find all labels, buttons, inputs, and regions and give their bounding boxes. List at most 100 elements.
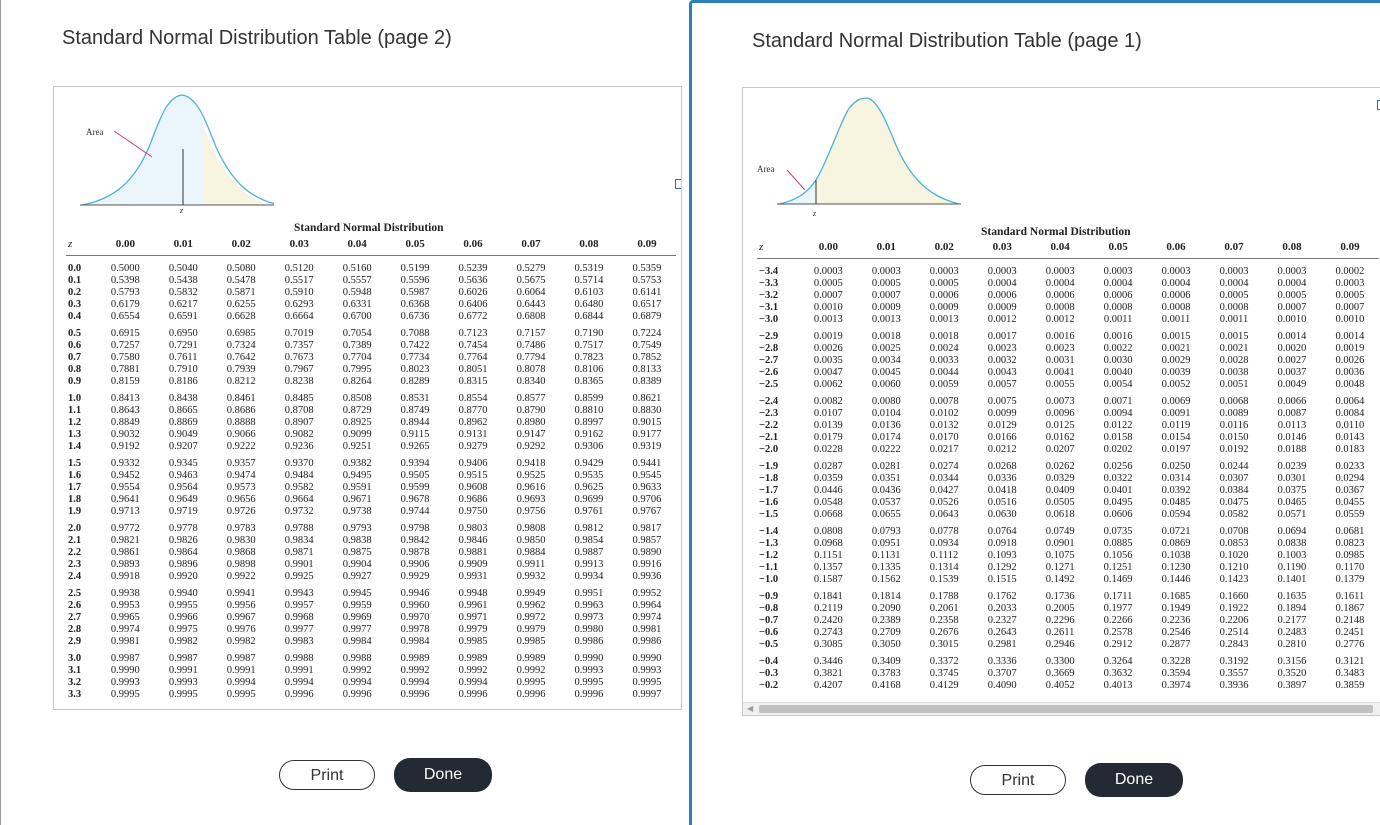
probability-cell: 0.1075 [1045, 550, 1075, 561]
probability-cell: 0.3821 [813, 668, 843, 679]
probability-cell: 0.0287 [813, 461, 843, 472]
probability-cell: 0.3336 [987, 656, 1017, 667]
probability-cell: 0.0019 [813, 331, 843, 342]
table-row: −3.4 0.0003 0.0003 0.0003 0.0003 0.0003 0.0003… [757, 259, 1379, 279]
probability-cell: 0.2981 [987, 639, 1017, 650]
normal-curve-figure: Area z [80, 94, 274, 215]
probability-cell: 0.9982 [226, 636, 256, 647]
column-header: 0.05 [386, 233, 445, 256]
probability-cell: 0.5080 [226, 263, 256, 274]
probability-cell: 0.0023 [1045, 343, 1075, 354]
probability-cell: 0.9664 [284, 494, 314, 505]
bell-curve [778, 97, 960, 205]
probability-cell: 0.9625 [574, 482, 604, 493]
probability-cell: 0.0091 [1161, 408, 1191, 419]
probability-cell: 0.0024 [929, 343, 959, 354]
probability-cell: 0.6443 [516, 299, 546, 310]
probability-cell: 0.8643 [110, 405, 140, 416]
probability-cell: 0.0119 [1161, 420, 1191, 431]
print-button[interactable]: Print [279, 760, 375, 790]
probability-cell: 0.3707 [987, 668, 1017, 679]
probability-cell: 0.3936 [1219, 680, 1249, 691]
probability-cell: 0.9893 [110, 559, 140, 570]
probability-cell: 0.0007 [871, 290, 901, 301]
probability-cell: 0.2546 [1161, 627, 1191, 638]
probability-cell: 0.0853 [1219, 538, 1249, 549]
probability-cell: 0.9996 [516, 689, 546, 700]
probability-cell: 0.0007 [1277, 302, 1307, 313]
probability-cell: 0.0013 [813, 314, 843, 325]
done-button[interactable]: Done [1085, 763, 1183, 797]
table-row: −3.1 0.0010 0.0009 0.0009 0.0009 0.0008 0.0008… [757, 302, 1379, 314]
probability-cell: 0.0384 [1219, 485, 1249, 496]
z-value-cell: 3.2 [68, 677, 82, 688]
probability-cell: 0.1292 [987, 562, 1017, 573]
probability-cell: 0.0694 [1277, 526, 1307, 537]
probability-cell: 0.5319 [574, 263, 604, 274]
probability-cell: 0.1020 [1219, 550, 1249, 561]
probability-cell: 0.4013 [1103, 680, 1133, 691]
probability-cell: 0.1814 [871, 591, 901, 602]
table-row: 1.0 0.8413 0.8438 0.8461 0.8485 0.8508 0.8531 0… [66, 388, 676, 405]
print-button[interactable]: Print [970, 765, 1066, 795]
probability-cell: 0.6141 [632, 287, 662, 298]
probability-cell: 0.3783 [871, 668, 901, 679]
probability-cell: 0.9463 [168, 470, 198, 481]
probability-cell: 0.0505 [1045, 497, 1075, 508]
probability-cell: 0.0166 [987, 432, 1017, 443]
probability-cell: 0.0274 [929, 461, 959, 472]
probability-cell: 0.0025 [871, 343, 901, 354]
probability-cell: 0.9984 [342, 636, 372, 647]
probability-cell: 0.9830 [226, 535, 256, 546]
probability-cell: 0.0188 [1277, 444, 1307, 455]
probability-cell: 0.9582 [284, 482, 314, 493]
probability-cell: 0.0089 [1219, 408, 1249, 419]
probability-cell: 0.0004 [1161, 278, 1191, 289]
z-value-cell: −1.6 [759, 497, 779, 508]
probability-cell: 0.8907 [284, 417, 314, 428]
table-row: −1.8 0.0359 0.0351 0.0344 0.0336 0.0329 0.0322… [757, 473, 1379, 485]
z-value-cell: −3.1 [759, 302, 779, 313]
probability-cell: 0.0002 [1335, 266, 1365, 277]
probability-cell: 0.0068 [1219, 396, 1249, 407]
probability-cell: 0.0329 [1045, 473, 1075, 484]
scrollbar-thumb[interactable] [759, 705, 1373, 713]
probability-cell: 0.0016 [1103, 331, 1133, 342]
table-image-frame[interactable]: Area z Standard Normal Distribution z 0.0… [53, 86, 682, 710]
probability-cell: 0.0808 [813, 526, 843, 537]
probability-cell: 0.6026 [458, 287, 488, 298]
probability-cell: 0.6293 [284, 299, 314, 310]
probability-cell: 0.0268 [987, 461, 1017, 472]
resize-handle[interactable] [675, 179, 681, 189]
probability-cell: 0.2090 [871, 603, 901, 614]
probability-cell: 0.9545 [632, 470, 662, 481]
probability-cell: 0.9525 [516, 470, 546, 481]
probability-cell: 0.6064 [516, 287, 546, 298]
probability-cell: 0.9925 [284, 571, 314, 582]
probability-cell: 0.9881 [458, 547, 488, 558]
probability-cell: 0.0049 [1277, 379, 1307, 390]
probability-cell: 0.9965 [110, 612, 140, 623]
done-button[interactable]: Done [394, 758, 492, 792]
probability-cell: 0.0006 [987, 290, 1017, 301]
probability-cell: 0.9382 [342, 458, 372, 469]
resize-handle[interactable] [1377, 100, 1380, 110]
scroll-left-icon[interactable]: ◀ [747, 704, 754, 713]
z-value-cell: −2.3 [759, 408, 779, 419]
probability-cell: 0.0150 [1219, 432, 1249, 443]
probability-cell: 0.8078 [516, 364, 546, 375]
probability-cell: 0.7486 [516, 340, 546, 351]
probability-cell: 0.9616 [516, 482, 546, 493]
column-header: 0.08 [559, 233, 618, 256]
probability-cell: 0.3085 [813, 639, 843, 650]
probability-cell: 0.7224 [632, 328, 662, 339]
probability-cell: 0.0043 [987, 367, 1017, 378]
probability-cell: 0.9973 [574, 612, 604, 623]
probability-cell: 0.7704 [342, 352, 372, 363]
table-row: 1.6 0.9452 0.9463 0.9474 0.9484 0.9495 0.9505 0… [66, 470, 676, 482]
table-row: 1.8 0.9641 0.9649 0.9656 0.9664 0.9671 0.9678 0… [66, 494, 676, 506]
horizontal-scrollbar[interactable]: ◀ [743, 702, 1380, 715]
table-image-frame[interactable]: Area z Standard Normal Distribution z 0.0… [742, 87, 1380, 716]
probability-cell: 0.0495 [1103, 497, 1133, 508]
probability-cell: 0.7764 [458, 352, 488, 363]
